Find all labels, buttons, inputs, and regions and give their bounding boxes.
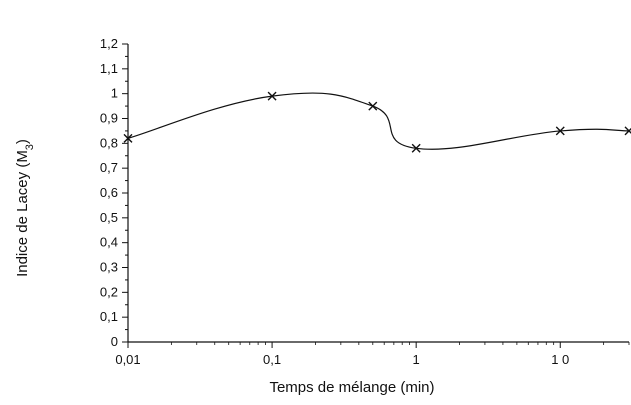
y-tick-label: 0,2 <box>100 284 118 299</box>
y-tick-label: 0,1 <box>100 309 118 324</box>
data-point <box>624 126 631 136</box>
x-axis-label: Temps de mélange (min) <box>269 379 434 396</box>
y-tick-label: 1 <box>111 86 118 101</box>
y-tick-label: 0,6 <box>100 185 118 200</box>
x-tick-label: 1 0 <box>551 352 569 367</box>
y-tick-label: 0,7 <box>100 160 118 175</box>
y-tick-label: 1,2 <box>100 36 118 51</box>
series-line <box>127 92 630 150</box>
data-point <box>411 143 421 153</box>
y-tick-label: 0,4 <box>100 235 118 250</box>
data-point <box>368 101 378 111</box>
y-tick-label: 0,3 <box>100 260 118 275</box>
x-tick-label: 0,1 <box>263 352 281 367</box>
plot-area <box>123 91 631 153</box>
y-tick-label: 0 <box>111 334 118 349</box>
y-axis-label-subscript: 3 <box>24 144 36 150</box>
x-tick-label: 0,01 <box>115 352 140 367</box>
data-point <box>555 126 565 136</box>
y-tick-label: 0,8 <box>100 135 118 150</box>
y-axis-label-main: Indice de Lacey (M <box>14 150 31 277</box>
y-axis-label-close: ) <box>14 139 31 144</box>
y-axis: 0 0,1 0,2 0,3 0,4 0,5 0,6 0,7 0,8 0,9 1 1,1 1,2 <box>100 36 129 349</box>
y-tick-label: 0,5 <box>100 210 118 225</box>
y-tick-label: 0,9 <box>100 111 118 126</box>
y-axis-label: Indice de Lacey (M3) <box>14 139 36 277</box>
x-axis: 0,01 0,1 1 1 0 <box>115 341 630 367</box>
data-point <box>267 91 277 101</box>
y-tick-label: 1,1 <box>100 61 118 76</box>
x-tick-label: 1 <box>413 352 420 367</box>
